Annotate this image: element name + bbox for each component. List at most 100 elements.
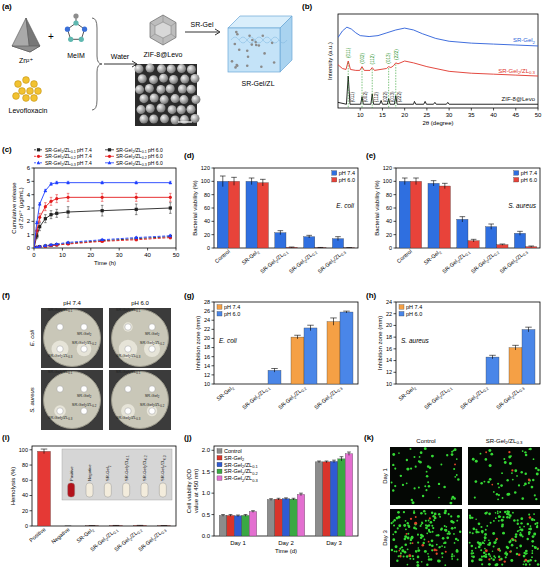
bracket [92,18,102,110]
cell [407,533,409,535]
cell [488,512,491,515]
tube [86,483,93,497]
cell [407,524,409,526]
gel-particle [258,44,261,47]
point [44,244,47,247]
error-bar [347,452,351,455]
cell [506,546,509,549]
sem-particle [135,85,144,94]
cell [453,450,455,452]
cell [438,546,440,548]
bar [282,499,289,536]
bar [344,247,355,248]
bar [509,348,522,384]
cell [406,468,409,471]
sem-particle [187,65,196,74]
text-part: 0.3 [163,455,167,460]
error-bar [101,205,104,216]
point [49,243,53,246]
error-bar [431,181,437,186]
levo-dot [35,88,42,95]
error-bar [325,461,329,463]
cell [497,498,499,500]
error-bar [292,498,296,500]
cell [431,544,434,547]
cell [502,516,504,518]
cell [520,522,522,524]
x-tick [62,248,63,251]
cell [512,512,514,514]
cell [432,527,434,529]
cell [528,482,530,484]
cell [399,555,401,557]
cell [410,467,412,469]
cell [518,553,521,556]
y-tick [30,480,33,481]
cell [513,519,516,522]
y-tick-label: 18 [386,334,392,340]
y-tick [212,384,215,385]
error-bar [135,204,138,215]
cell [519,526,521,528]
legend-swatch [332,178,337,183]
legend-marker [108,148,111,151]
gel-front [228,28,280,72]
peak-label: (112) [374,91,379,102]
bar [217,181,228,248]
disk-label: SR-Gel2 [77,393,92,399]
cell [531,550,533,552]
plot-marks [34,181,172,248]
cell [438,513,440,515]
sem-particle [146,104,155,113]
bar [345,454,352,536]
sem-particle [187,85,196,94]
x-tick-label: SR-Gel2 [215,384,235,403]
sem-particle [160,114,169,123]
cell [508,451,510,453]
cell [498,548,500,550]
sem-particle [180,75,189,84]
cell [497,512,499,514]
cell [417,556,420,559]
zif-edge [171,34,176,38]
cell [427,553,429,555]
cell [429,544,431,546]
bar [457,219,468,248]
cell [522,450,524,452]
cell [514,539,516,541]
cell [496,493,498,495]
text-part: SR-Gel [77,331,90,336]
text-part: SR-Gel [48,353,61,358]
x-tick-label: 40 [490,112,497,118]
cell [427,481,429,483]
axis-title: Inhibition zone (mm) [377,316,383,370]
cell [506,553,508,555]
step-label: Water [111,53,130,60]
disk-label: SR-Gel2/ZL0.3 [48,353,73,359]
peak-label: (222) [394,49,399,60]
gel-particle [235,31,238,34]
point [55,212,58,215]
error-bar [135,181,138,184]
cell [422,522,424,524]
cell [403,555,405,557]
legend-label: pH 7.4 [521,170,537,176]
peak-guide [372,69,373,108]
text-part: 0.2 [311,250,318,257]
cell [521,497,524,500]
cell [407,468,410,471]
levo-dot [23,77,30,84]
cell [475,531,478,534]
cell [444,541,447,544]
bar [290,499,297,536]
error-bar [137,525,144,526]
cell [474,497,476,499]
cell [488,553,490,555]
cell [436,544,438,546]
error-bar [512,345,519,350]
y-tick [30,526,33,527]
cell [518,484,520,486]
sem-particle [171,115,180,124]
cell [406,459,408,461]
x-tick-label: SR-Gel2 [240,248,260,267]
